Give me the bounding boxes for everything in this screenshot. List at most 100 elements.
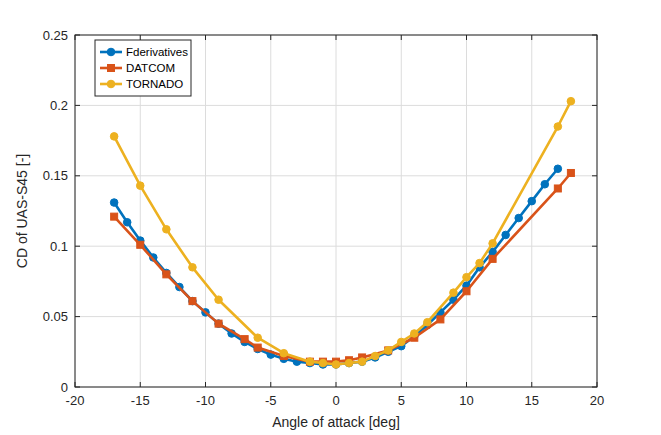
y-tick (592, 105, 597, 106)
legend-marker (107, 48, 115, 56)
series-marker (254, 334, 262, 342)
series-marker (358, 358, 366, 366)
series-marker (450, 289, 458, 297)
series-marker (358, 358, 366, 366)
axes-frame (75, 35, 597, 387)
series-marker (136, 182, 144, 190)
series-line (114, 101, 571, 364)
x-tick (205, 382, 206, 387)
series-marker (437, 316, 444, 323)
series-marker (319, 359, 327, 367)
series-marker (306, 358, 313, 365)
plot-marks (110, 97, 574, 368)
legend-marker (107, 80, 115, 88)
y-tick (75, 175, 80, 176)
series-marker (306, 358, 314, 366)
series-marker (163, 271, 170, 278)
legend-label: DATCOM (126, 62, 175, 74)
series-marker (215, 320, 222, 327)
x-tick (140, 382, 141, 387)
series-marker (567, 169, 574, 176)
legend-label: Fderivatives (126, 46, 188, 58)
x-grid-line (466, 35, 467, 387)
y-grid-line (75, 246, 597, 247)
y-tick-label: 0.1 (50, 239, 68, 254)
x-grid-line (531, 35, 532, 387)
series-marker (463, 273, 471, 281)
y-grid-line (75, 105, 597, 106)
series-marker (489, 240, 497, 248)
x-tick-label: -15 (131, 393, 150, 408)
legend-marker (108, 65, 115, 72)
series-marker (502, 231, 510, 239)
series-marker (424, 318, 432, 326)
series-marker (371, 352, 379, 360)
y-tick (592, 246, 597, 247)
x-tick-label: 5 (398, 393, 405, 408)
x-tick-label: -5 (265, 393, 277, 408)
series-marker (554, 185, 561, 192)
series-marker (254, 344, 261, 351)
series-marker (345, 359, 353, 367)
x-tick (466, 35, 467, 40)
x-grid-line (336, 35, 337, 387)
legend: Fderivatives DATCOM TORNADO (95, 40, 191, 96)
x-axis-label: Angle of attack [deg] (272, 414, 400, 430)
x-tick (205, 35, 206, 40)
series-marker (411, 330, 419, 338)
series-marker (215, 320, 223, 328)
series-marker (463, 288, 470, 295)
series-marker (567, 97, 575, 105)
x-tick (270, 382, 271, 387)
x-tick (466, 382, 467, 387)
chart: -20-15-10-50510152000.050.10.150.20.25An… (0, 0, 661, 435)
series-marker (397, 338, 405, 346)
y-tick (75, 246, 80, 247)
y-tick-label: 0.15 (43, 168, 68, 183)
x-tick-label: -10 (196, 393, 215, 408)
y-tick-label: 0.05 (43, 309, 68, 324)
series-marker (332, 361, 340, 369)
series-marker (110, 199, 118, 207)
series-marker (385, 347, 392, 354)
y-grid-line (75, 175, 597, 176)
y-tick (75, 105, 80, 106)
series-marker (110, 133, 118, 141)
series-marker (163, 226, 171, 234)
legend-label: TORNADO (126, 78, 183, 90)
y-tick-label: 0 (61, 380, 68, 395)
x-tick (401, 35, 402, 40)
series-line (114, 173, 571, 362)
x-tick-label: 20 (590, 393, 604, 408)
y-tick (592, 175, 597, 176)
series-marker (189, 297, 197, 305)
x-tick (401, 382, 402, 387)
x-tick-label: 15 (525, 393, 539, 408)
x-tick (336, 35, 337, 40)
y-tick (592, 316, 597, 317)
x-tick (336, 382, 337, 387)
series-marker (554, 165, 562, 173)
series-marker (476, 259, 484, 267)
series-marker (515, 214, 523, 222)
series-marker (111, 213, 118, 220)
series-marker (489, 255, 496, 262)
y-grid-line (75, 316, 597, 317)
y-tick-label: 0.2 (50, 98, 68, 113)
y-tick (75, 316, 80, 317)
y-axis-label: CD of UAS-S45 [-] (14, 154, 30, 268)
x-tick-label: 10 (459, 393, 473, 408)
series-marker (541, 180, 549, 188)
plot-area (75, 35, 597, 387)
series-marker (241, 336, 248, 343)
series-marker (528, 197, 536, 205)
x-tick (140, 35, 141, 40)
y-tick-label: 0.25 (43, 28, 68, 43)
series-marker (554, 123, 562, 131)
series-marker (189, 264, 197, 272)
x-tick-label: 0 (332, 393, 339, 408)
legend-box (95, 40, 191, 96)
series-marker (189, 298, 196, 305)
x-tick (531, 35, 532, 40)
x-tick (270, 35, 271, 40)
